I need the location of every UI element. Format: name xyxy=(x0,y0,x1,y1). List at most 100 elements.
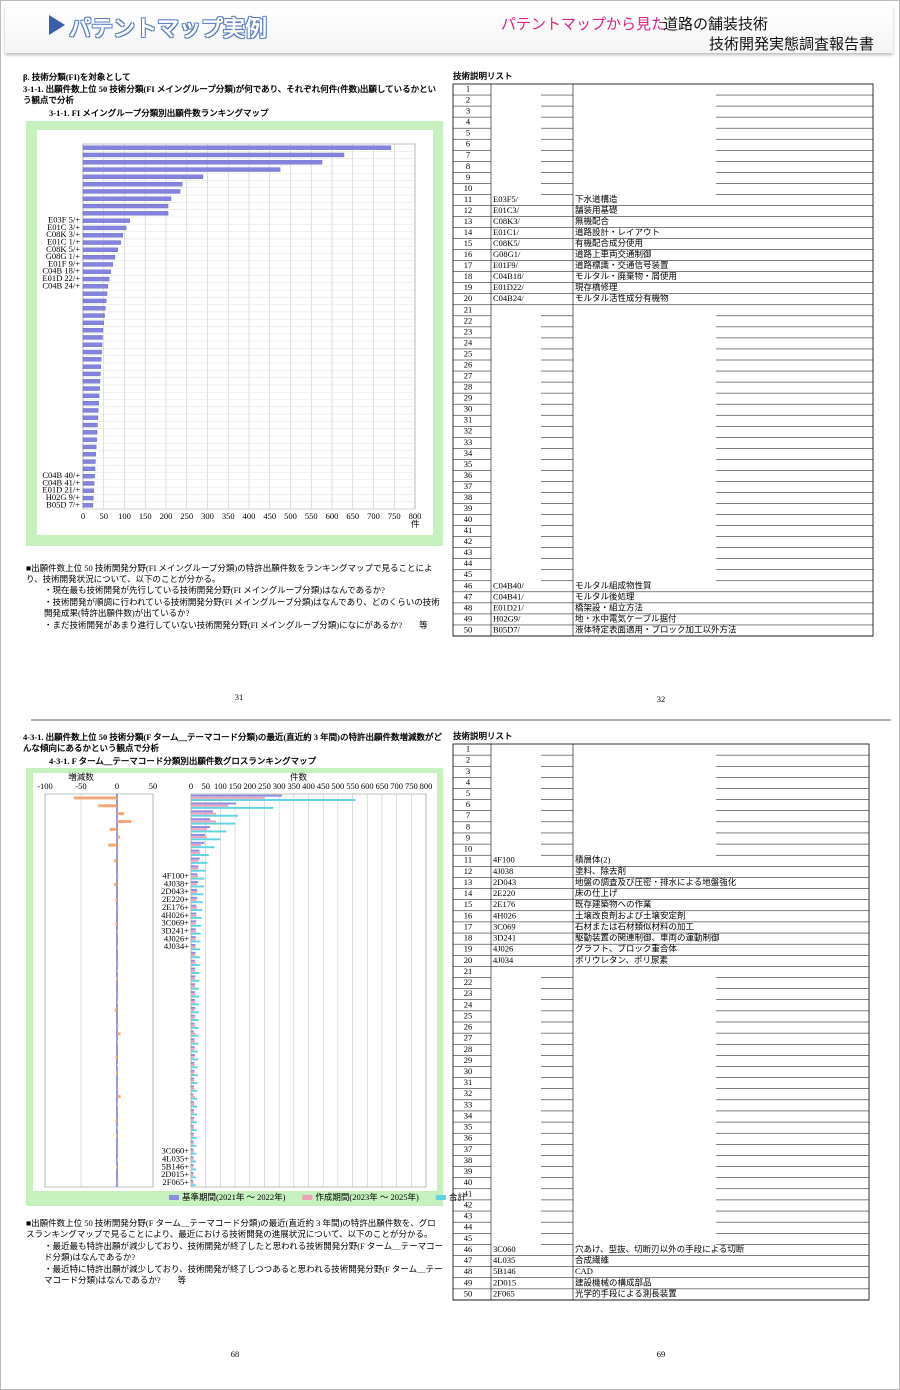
x-tick-label: 500 xyxy=(332,781,345,791)
bar xyxy=(82,167,281,172)
bar xyxy=(191,1085,194,1088)
description: 地盤の調査及び圧密・排水による地盤強化 xyxy=(575,877,737,887)
x-tick-label: 650 xyxy=(346,511,359,521)
x-tick-label: 350 xyxy=(222,511,235,521)
description: 積層体(2) xyxy=(575,855,611,865)
x-tick-label: 750 xyxy=(388,511,401,521)
bar xyxy=(116,1134,117,1138)
row-number: 45 xyxy=(464,569,473,579)
y-tick-label: G08G 1/+ xyxy=(46,251,81,261)
row-number: 27 xyxy=(464,371,473,381)
description: 道路標識・交通信号装置 xyxy=(575,260,669,270)
row-number: 15 xyxy=(464,238,473,248)
bar xyxy=(82,357,102,362)
bar xyxy=(191,1134,194,1137)
row-number: 44 xyxy=(464,1222,473,1232)
row-number: 44 xyxy=(464,558,473,568)
bar xyxy=(191,1174,194,1177)
description: グラフト、ブロック重合体 xyxy=(575,944,677,954)
description: 塗料、除去剤 xyxy=(575,866,626,876)
bar xyxy=(117,1000,118,1004)
page-title: パテントマップ実例 xyxy=(69,17,268,42)
bar xyxy=(191,893,204,896)
description: 舗装用基礎 xyxy=(575,205,618,215)
bar xyxy=(191,812,216,815)
bar xyxy=(191,1034,199,1037)
bar xyxy=(191,846,215,849)
row-number: 8 xyxy=(466,821,470,831)
x-tick-label: 450 xyxy=(263,511,276,521)
bar xyxy=(191,920,197,923)
description: 穴あけ、型抜、切断刃以外の手段による切断 xyxy=(575,1244,745,1254)
row-number: 41 xyxy=(464,525,473,535)
row-number: 29 xyxy=(464,393,473,403)
bar xyxy=(191,1069,195,1072)
bar xyxy=(82,298,107,304)
bar xyxy=(117,1040,118,1044)
bar xyxy=(82,466,96,472)
row-number: 35 xyxy=(464,459,473,469)
section-subheading: 3-1-1. 出願件数上位 50 技術分類(FI メイングループ分類)が何であり… xyxy=(23,84,437,105)
row-number: 11 xyxy=(464,194,472,204)
row-number: 2 xyxy=(466,755,470,765)
row-number: 9 xyxy=(466,832,470,842)
bar xyxy=(191,983,196,986)
bar xyxy=(82,495,94,501)
bar xyxy=(191,836,207,839)
code: 4H026 xyxy=(493,910,516,920)
bar xyxy=(108,843,117,847)
x-tick-label: 100 xyxy=(118,511,131,521)
row-number: 5 xyxy=(466,788,470,798)
bar xyxy=(191,851,201,854)
description: 建設機械の構成部品 xyxy=(575,1277,652,1287)
row-number: 37 xyxy=(464,481,473,491)
bar xyxy=(191,1061,195,1064)
code: C08K3/ xyxy=(493,216,521,226)
bar xyxy=(115,1118,117,1122)
bar xyxy=(191,1095,195,1098)
y-tick-label: 3D241+ xyxy=(161,926,189,936)
bar xyxy=(82,379,101,384)
bar xyxy=(117,1087,119,1091)
bar xyxy=(191,806,274,809)
bar xyxy=(191,888,198,891)
bar xyxy=(117,992,119,996)
x-tick-label: 150 xyxy=(139,511,152,521)
code: 4J026 xyxy=(493,944,513,954)
bar xyxy=(191,924,201,927)
row-number: 14 xyxy=(464,888,473,898)
bar xyxy=(117,812,125,816)
chart-title: 4-3-1. F ターム＿テーマコード分類別出願件数グロスランキングマップ xyxy=(49,756,317,766)
code: E01F9/ xyxy=(493,260,519,270)
description: 光学的手段による測長装置 xyxy=(575,1288,677,1298)
bar xyxy=(191,1101,194,1104)
bar xyxy=(191,875,199,878)
row-number: 19 xyxy=(464,944,473,954)
bar xyxy=(191,896,198,899)
table-title: 技術説明リスト xyxy=(453,71,513,81)
description: 床の仕上げ xyxy=(575,888,618,898)
bar xyxy=(82,503,94,508)
row-number: 18 xyxy=(464,271,473,281)
row-number: 32 xyxy=(464,1088,473,1098)
y-tick-label: 2D043+ xyxy=(161,886,189,896)
bar xyxy=(191,1056,195,1059)
axis-title: 件数 xyxy=(290,772,308,782)
x-tick-label: 750 xyxy=(405,781,418,791)
row-number: 47 xyxy=(464,591,473,601)
bar xyxy=(191,956,200,959)
bar xyxy=(191,1054,195,1056)
header: パテントマップ実例 パテントマップから見た 道路の舗装技術 技術開発実態調査報告… xyxy=(5,5,893,53)
row-number: 3 xyxy=(466,106,470,116)
x-tick-label: 800 xyxy=(409,511,422,521)
row-number: 34 xyxy=(464,448,473,458)
x-tick-label: 800 xyxy=(420,781,433,791)
row-number: 46 xyxy=(464,1244,473,1254)
row-number: 36 xyxy=(464,470,473,480)
report-title: 技術開発実態調査報告書 xyxy=(709,35,875,53)
bar xyxy=(191,1093,194,1096)
note: ・現在最も技術開発が先行している技術開発分野(FI メイングループ分類)はなんで… xyxy=(44,585,385,595)
code: E03F5/ xyxy=(493,194,519,204)
bar xyxy=(116,1165,117,1169)
